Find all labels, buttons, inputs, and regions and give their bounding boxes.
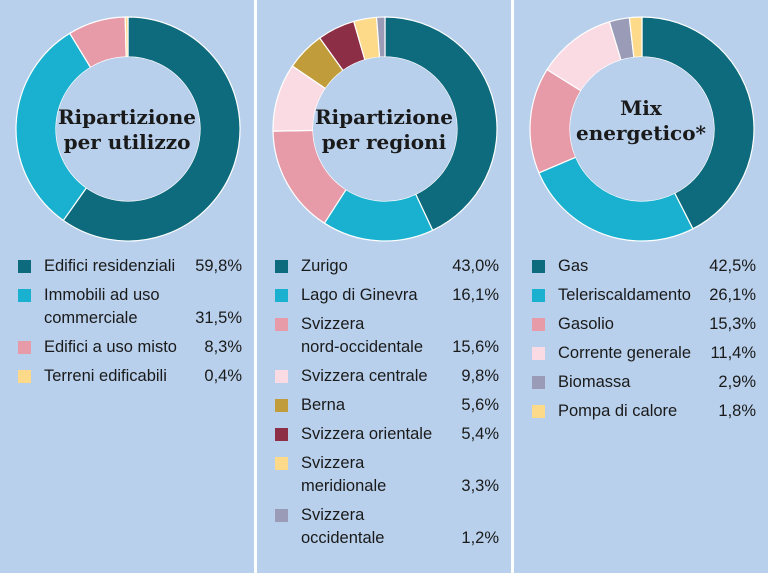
legend-label: Zurigo bbox=[301, 257, 348, 275]
chart-title-energia: Mix energetico* bbox=[575, 96, 707, 145]
legend-label: Biomassa bbox=[558, 373, 631, 391]
legend-item: Terreni edificabili 0,4% bbox=[0, 363, 254, 392]
legend-label: Gasolio bbox=[558, 315, 614, 333]
legend-item: Pompa di calore 1,8% bbox=[514, 398, 768, 427]
legend-label: Svizzera occidentale bbox=[301, 506, 385, 547]
legend-swatch bbox=[275, 289, 288, 302]
legend-value: 1,8% bbox=[718, 402, 756, 420]
legend-item: Zurigo 43,0% bbox=[257, 253, 511, 282]
legend-label: Edifici a uso misto bbox=[44, 338, 177, 356]
legend-value: 2,9% bbox=[718, 373, 756, 391]
legend-value: 11,4% bbox=[710, 344, 756, 362]
legend-item: Edifici a uso misto 8,3% bbox=[0, 334, 254, 363]
legend-value: 31,5% bbox=[195, 309, 242, 327]
legend-value: 43,0% bbox=[452, 257, 499, 275]
legend-value: 5,4% bbox=[461, 425, 499, 443]
legend-swatch bbox=[532, 318, 545, 331]
legend-value: 5,6% bbox=[461, 396, 499, 414]
legend-swatch bbox=[18, 370, 31, 383]
legend-label: Terreni edificabili bbox=[44, 367, 167, 385]
legend-swatch bbox=[18, 289, 31, 302]
legend-value: 26,1% bbox=[709, 286, 756, 304]
legend-value: 15,3% bbox=[709, 315, 756, 333]
legend-value: 59,8% bbox=[195, 257, 242, 275]
legend-item: Corrente generale 11,4% bbox=[514, 340, 768, 369]
legend-item: Berna 5,6% bbox=[257, 392, 511, 421]
legend-swatch bbox=[275, 509, 288, 522]
legend-swatch bbox=[532, 347, 545, 360]
legend-swatch bbox=[532, 289, 545, 302]
donut-hole bbox=[313, 57, 457, 201]
legend-value: 8,3% bbox=[204, 338, 242, 356]
legend-label: Gas bbox=[558, 257, 589, 275]
legend-swatch bbox=[275, 370, 288, 383]
legend-swatch bbox=[18, 260, 31, 273]
legend-item: Biomassa 2,9% bbox=[514, 369, 768, 398]
legend-label: Berna bbox=[301, 396, 346, 414]
legend-item: Svizzera orientale 5,4% bbox=[257, 421, 511, 450]
legend-swatch bbox=[532, 405, 545, 418]
legend-swatch bbox=[275, 318, 288, 331]
legend-item: Svizzera meridionale 3,3% bbox=[257, 450, 511, 502]
donut-hole bbox=[56, 57, 200, 201]
legend-label: Teleriscaldamento bbox=[558, 286, 691, 304]
legend-swatch bbox=[18, 341, 31, 354]
legend-label: Svizzera orientale bbox=[301, 425, 433, 443]
legend-item: Svizzera nord-occidentale 15,6% bbox=[257, 311, 511, 363]
legend-utilizzo: Edifici residenziali 59,8% Immobili ad uso… bbox=[0, 253, 254, 392]
donut-chart-energia bbox=[529, 16, 755, 242]
legend-value: 0,4% bbox=[204, 367, 242, 385]
legend-item: Lago di Ginevra 16,1% bbox=[257, 282, 511, 311]
legend-item: Teleriscaldamento 26,1% bbox=[514, 282, 768, 311]
legend-swatch bbox=[532, 260, 545, 273]
legend-label: Corrente generale bbox=[558, 344, 691, 362]
legend-swatch bbox=[275, 428, 288, 441]
legend-energia: Gas 42,5% Teleriscaldamento 26,1% Gasolio 15,… bbox=[514, 253, 768, 427]
legend-swatch bbox=[275, 457, 288, 470]
chart-title-utilizzo: Ripartizione per utilizzo bbox=[57, 105, 197, 154]
panel-regioni: Ripartizione per regioni Zurigo 43,0% Lago… bbox=[257, 0, 511, 573]
legend-swatch bbox=[275, 260, 288, 273]
legend-value: 42,5% bbox=[709, 257, 756, 275]
donut-chart-regioni bbox=[272, 16, 498, 242]
legend-item: Gasolio 15,3% bbox=[514, 311, 768, 340]
chart-title-regioni: Ripartizione per regioni bbox=[314, 105, 454, 154]
legend-value: 9,8% bbox=[461, 367, 499, 385]
legend-item: Edifici residenziali 59,8% bbox=[0, 253, 254, 282]
donut-hole bbox=[570, 57, 714, 201]
legend-label: Svizzera nord-occidentale bbox=[301, 315, 423, 356]
legend-label: Svizzera meridionale bbox=[301, 454, 387, 495]
legend-item: Svizzera centrale 9,8% bbox=[257, 363, 511, 392]
legend-value: 15,6% bbox=[452, 338, 499, 356]
legend-item: Immobili ad uso commerciale 31,5% bbox=[0, 282, 254, 334]
legend-swatch bbox=[275, 399, 288, 412]
legend-item: Svizzera occidentale 1,2% bbox=[257, 502, 511, 554]
donut-chart-utilizzo bbox=[15, 16, 241, 242]
legend-label: Svizzera centrale bbox=[301, 367, 428, 385]
legend-value: 1,2% bbox=[461, 529, 499, 547]
legend-value: 3,3% bbox=[461, 477, 499, 495]
legend-item: Gas 42,5% bbox=[514, 253, 768, 282]
legend-label: Lago di Ginevra bbox=[301, 286, 418, 304]
legend-swatch bbox=[532, 376, 545, 389]
legend-label: Edifici residenziali bbox=[44, 257, 176, 275]
panel-energia: Mix energetico* Gas 42,5% Teleriscaldament… bbox=[514, 0, 768, 573]
legend-value: 16,1% bbox=[452, 286, 499, 304]
legend-label: Immobili ad uso commerciale bbox=[44, 286, 160, 327]
donut-slice-0-3 bbox=[124, 16, 129, 58]
legend-regioni: Zurigo 43,0% Lago di Ginevra 16,1% Svizzera … bbox=[257, 253, 511, 554]
legend-label: Pompa di calore bbox=[558, 402, 678, 420]
panel-utilizzo: Ripartizione per utilizzo Edifici reside… bbox=[0, 0, 254, 573]
